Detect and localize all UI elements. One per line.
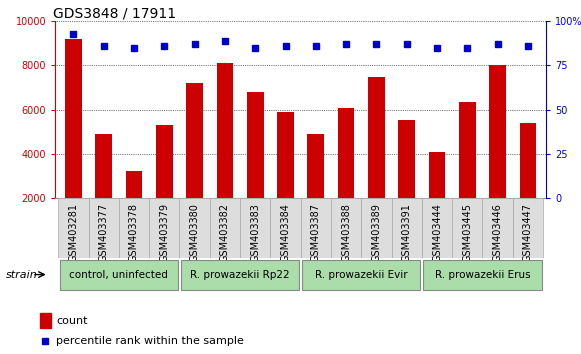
Bar <box>240 198 270 258</box>
Text: count: count <box>56 316 88 326</box>
Bar <box>58 198 88 258</box>
Text: GSM403445: GSM403445 <box>462 203 472 262</box>
Bar <box>459 102 476 242</box>
Bar <box>125 171 142 242</box>
Text: percentile rank within the sample: percentile rank within the sample <box>56 336 244 346</box>
Bar <box>119 198 149 258</box>
Text: GSM403383: GSM403383 <box>250 203 260 262</box>
Text: GSM403387: GSM403387 <box>311 203 321 262</box>
FancyBboxPatch shape <box>302 260 421 290</box>
Text: GSM403391: GSM403391 <box>401 203 412 262</box>
Text: R. prowazekii Rp22: R. prowazekii Rp22 <box>190 270 290 280</box>
Text: GSM403388: GSM403388 <box>341 203 351 262</box>
Bar <box>361 198 392 258</box>
Bar <box>88 198 119 258</box>
Bar <box>277 112 294 242</box>
FancyBboxPatch shape <box>424 260 541 290</box>
Bar <box>270 198 301 258</box>
Text: GSM403380: GSM403380 <box>189 203 200 262</box>
Text: GSM403281: GSM403281 <box>69 203 78 262</box>
Bar <box>513 198 543 258</box>
Text: R. prowazekii Evir: R. prowazekii Evir <box>315 270 408 280</box>
Bar <box>489 65 506 242</box>
Text: strain: strain <box>6 269 37 280</box>
Bar <box>368 76 385 242</box>
Text: GSM403444: GSM403444 <box>432 203 442 262</box>
Bar <box>156 125 173 242</box>
Text: GDS3848 / 17911: GDS3848 / 17911 <box>53 6 176 20</box>
FancyBboxPatch shape <box>60 260 178 290</box>
Text: GSM403384: GSM403384 <box>281 203 290 262</box>
Text: R. prowazekii Erus: R. prowazekii Erus <box>435 270 530 280</box>
Bar <box>217 63 233 242</box>
Bar <box>399 120 415 242</box>
Bar <box>180 198 210 258</box>
Bar <box>301 198 331 258</box>
Text: GSM403446: GSM403446 <box>493 203 503 262</box>
Bar <box>65 39 82 242</box>
Bar <box>429 152 446 242</box>
Bar <box>40 313 51 329</box>
Bar <box>452 198 482 258</box>
Bar <box>307 134 324 242</box>
Bar <box>149 198 180 258</box>
Bar <box>210 198 240 258</box>
Bar <box>519 123 536 242</box>
Bar <box>331 198 361 258</box>
Text: GSM403382: GSM403382 <box>220 203 230 262</box>
Text: GSM403378: GSM403378 <box>129 203 139 262</box>
Bar <box>95 134 112 242</box>
Text: GSM403389: GSM403389 <box>371 203 382 262</box>
Text: GSM403379: GSM403379 <box>159 203 169 262</box>
Bar <box>422 198 452 258</box>
Text: control, uninfected: control, uninfected <box>69 270 168 280</box>
Bar <box>338 108 354 242</box>
Bar <box>482 198 513 258</box>
Text: GSM403377: GSM403377 <box>99 203 109 262</box>
FancyBboxPatch shape <box>181 260 299 290</box>
Bar <box>392 198 422 258</box>
Bar <box>247 92 264 242</box>
Bar <box>187 83 203 242</box>
Text: GSM403447: GSM403447 <box>523 203 533 262</box>
